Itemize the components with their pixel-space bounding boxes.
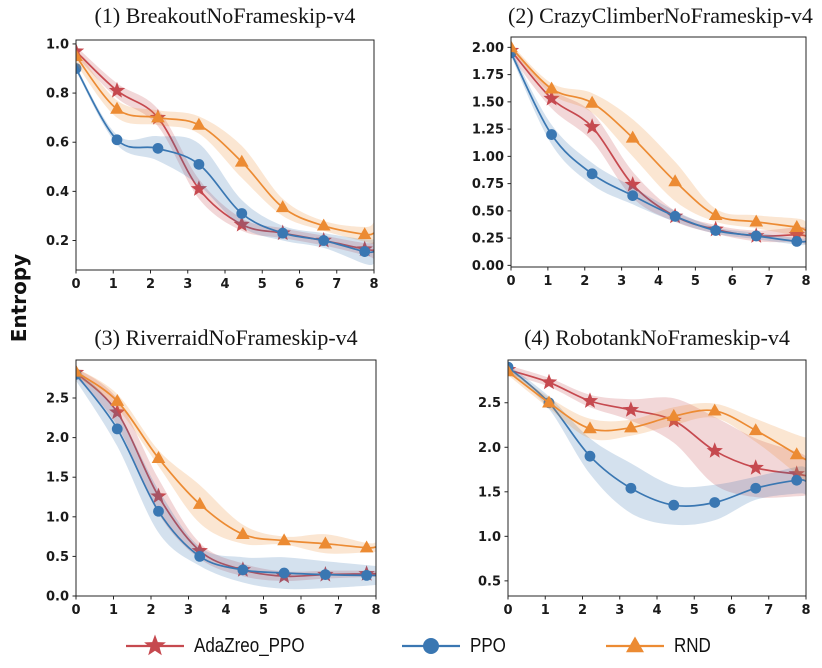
svg-text:2.0: 2.0 [46, 431, 69, 446]
svg-text:1: 1 [109, 277, 118, 292]
svg-text:3: 3 [183, 277, 192, 292]
svg-text:0.5: 0.5 [478, 574, 501, 589]
svg-text:0.0: 0.0 [46, 590, 69, 605]
svg-text:1.0: 1.0 [46, 510, 69, 525]
legend-item-ppo: PPO [400, 628, 512, 664]
legend-item-adazreo-ppo: AdaZreo_PPO [124, 628, 324, 664]
svg-text:3: 3 [617, 274, 626, 289]
chart-title-crazyclimber: (2) CrazyClimberNoFrameskip-v4 [508, 3, 813, 28]
svg-text:0: 0 [506, 274, 515, 289]
svg-text:4: 4 [221, 603, 230, 618]
svg-text:3: 3 [615, 603, 624, 618]
chart-title-riverraid: (3) RiverraidNoFrameskip-v4 [94, 325, 358, 350]
svg-text:7: 7 [334, 603, 343, 618]
svg-text:0.50: 0.50 [472, 204, 504, 219]
svg-text:1.00: 1.00 [472, 150, 504, 165]
svg-text:7: 7 [765, 274, 774, 289]
svg-text:0.8: 0.8 [46, 87, 69, 102]
svg-text:1.0: 1.0 [46, 37, 69, 52]
svg-text:5: 5 [259, 603, 268, 618]
svg-text:8: 8 [801, 603, 810, 618]
svg-text:0.6: 0.6 [46, 136, 69, 151]
svg-text:2.5: 2.5 [46, 392, 69, 407]
svg-text:0: 0 [71, 603, 80, 618]
svg-text:2: 2 [578, 603, 587, 618]
svg-text:1: 1 [109, 603, 118, 618]
legend-label-rnd: RND [674, 634, 711, 657]
svg-text:3: 3 [184, 603, 193, 618]
svg-text:1: 1 [543, 274, 552, 289]
svg-text:0.5: 0.5 [46, 550, 69, 565]
svg-text:2.5: 2.5 [478, 396, 501, 411]
svg-text:0.75: 0.75 [472, 177, 504, 192]
legend-item-rnd: RND [604, 628, 717, 664]
svg-text:8: 8 [371, 603, 380, 618]
svg-text:1.25: 1.25 [472, 123, 504, 138]
svg-text:0.25: 0.25 [472, 232, 504, 247]
svg-text:4: 4 [654, 274, 663, 289]
svg-text:4: 4 [220, 277, 229, 292]
star-line-icon [126, 634, 184, 656]
svg-text:1.75: 1.75 [472, 68, 504, 83]
chart-title-robotank: (4) RobotankNoFrameskip-v4 [524, 325, 790, 350]
svg-text:2: 2 [146, 603, 155, 618]
legend: AdaZreo_PPO PPO RND [0, 628, 822, 664]
svg-text:1.0: 1.0 [478, 530, 501, 545]
svg-text:0.00: 0.00 [472, 259, 504, 274]
svg-text:0.4: 0.4 [46, 185, 69, 200]
svg-text:7: 7 [332, 277, 341, 292]
chart-title-breakout: (1) BreakoutNoFrameskip-v4 [94, 3, 356, 28]
legend-label-adazreo-ppo: AdaZreo_PPO [194, 634, 305, 657]
svg-text:0: 0 [71, 277, 80, 292]
svg-text:6: 6 [295, 277, 304, 292]
svg-text:6: 6 [296, 603, 305, 618]
svg-text:8: 8 [369, 277, 378, 292]
svg-text:5: 5 [258, 277, 267, 292]
svg-text:2: 2 [146, 277, 155, 292]
svg-text:7: 7 [764, 603, 773, 618]
y-axis-label: Entropy [7, 253, 31, 343]
svg-text:0.2: 0.2 [46, 234, 69, 249]
triangle-line-icon [606, 636, 664, 653]
svg-text:1.5: 1.5 [478, 485, 501, 500]
svg-text:8: 8 [801, 274, 810, 289]
svg-text:2.00: 2.00 [472, 41, 504, 56]
svg-text:1.50: 1.50 [472, 95, 504, 110]
svg-text:1.5: 1.5 [46, 471, 69, 486]
svg-text:6: 6 [727, 603, 736, 618]
circle-line-icon [402, 638, 460, 654]
svg-text:6: 6 [728, 274, 737, 289]
svg-text:4: 4 [652, 603, 661, 618]
svg-text:0: 0 [503, 603, 512, 618]
svg-text:1: 1 [541, 603, 550, 618]
svg-text:2: 2 [580, 274, 589, 289]
legend-label-ppo: PPO [470, 634, 506, 657]
svg-text:2.0: 2.0 [478, 441, 501, 456]
svg-text:5: 5 [691, 274, 700, 289]
svg-text:5: 5 [690, 603, 699, 618]
